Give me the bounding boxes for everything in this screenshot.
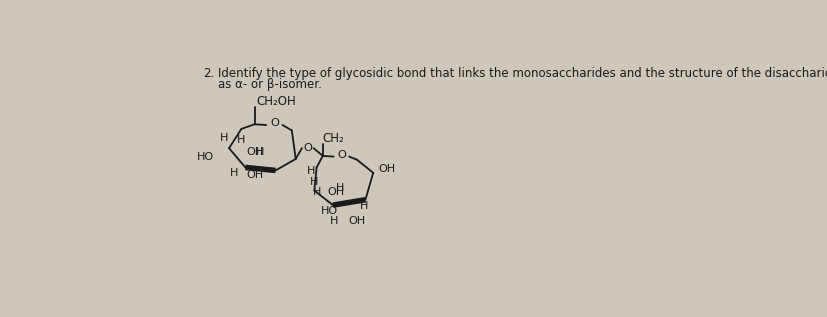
Text: O: O <box>304 143 312 153</box>
Text: 2.: 2. <box>203 67 213 80</box>
Text: OH: OH <box>246 170 263 180</box>
Text: OH: OH <box>246 147 263 157</box>
Text: O: O <box>337 150 346 160</box>
Text: H: H <box>219 133 227 143</box>
Text: O: O <box>270 118 279 128</box>
Text: Identify the type of glycosidic bond that links the monosaccharides and the stru: Identify the type of glycosidic bond tha… <box>218 67 827 80</box>
Text: as α- or β-isomer.: as α- or β-isomer. <box>218 78 322 91</box>
Text: H: H <box>359 201 368 211</box>
Text: HO: HO <box>197 152 214 162</box>
Text: H: H <box>229 168 237 178</box>
Text: CH₂OH: CH₂OH <box>256 95 295 108</box>
Text: H: H <box>256 147 264 157</box>
Text: H: H <box>312 187 320 197</box>
Text: H: H <box>335 183 344 193</box>
Text: H: H <box>330 216 338 226</box>
Text: OH: OH <box>378 164 395 174</box>
Text: OH: OH <box>348 216 365 226</box>
Text: H: H <box>307 166 315 176</box>
Text: CH₂: CH₂ <box>322 132 343 145</box>
Text: HO: HO <box>321 206 338 216</box>
Text: OH: OH <box>327 187 344 197</box>
Text: H: H <box>310 177 318 187</box>
Text: H: H <box>237 135 246 146</box>
